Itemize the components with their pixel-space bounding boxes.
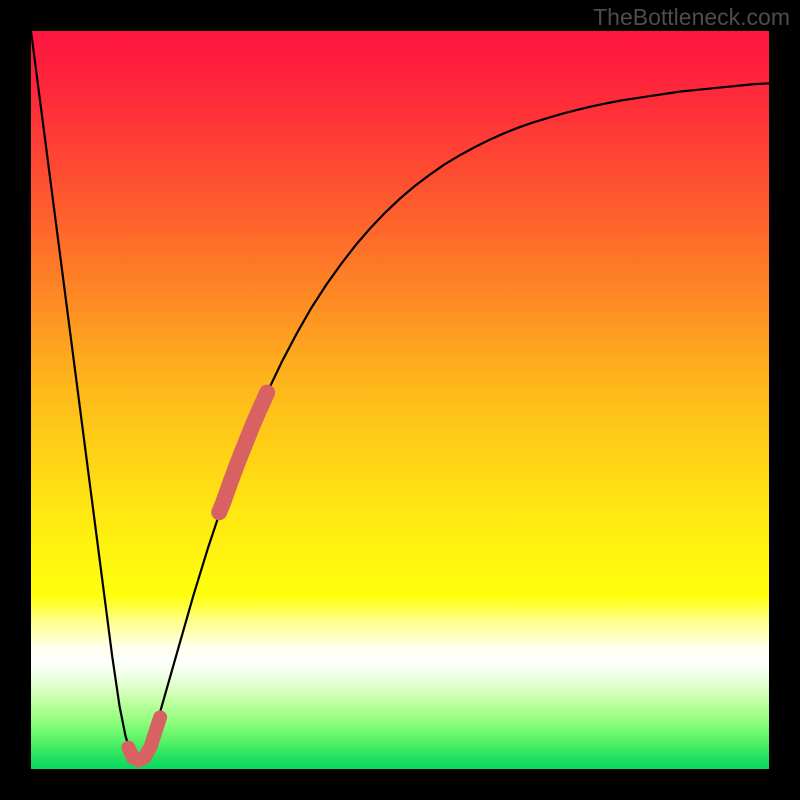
chart-svg (0, 0, 800, 800)
chart-canvas: TheBottleneck.com (0, 0, 800, 800)
plot-background-gradient (31, 31, 769, 769)
